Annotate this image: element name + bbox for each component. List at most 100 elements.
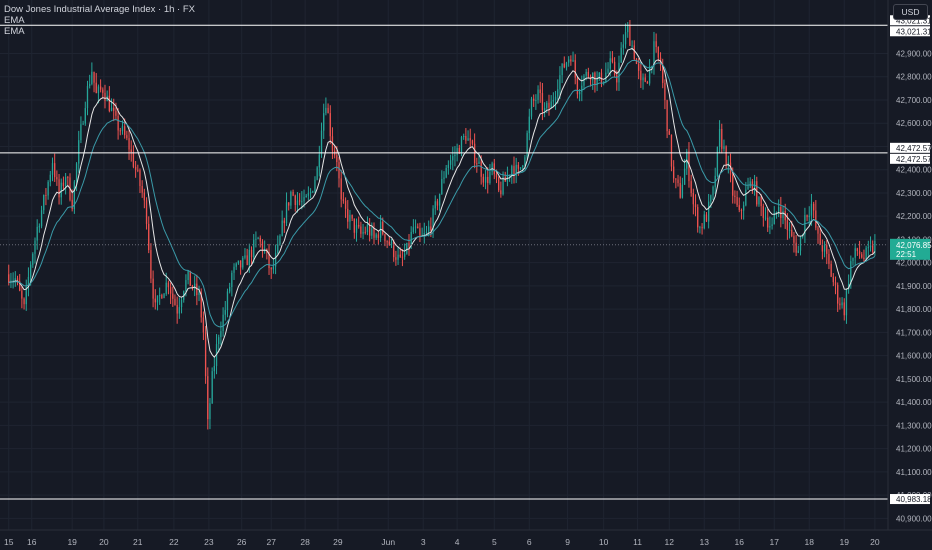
candle-body	[834, 282, 837, 285]
candle-body	[344, 200, 347, 209]
candle-body	[473, 143, 476, 164]
candle-body	[487, 176, 489, 184]
candle-body	[850, 261, 852, 284]
candle-body	[861, 254, 863, 258]
time-tick-label: 26	[237, 537, 247, 547]
candle-body	[430, 226, 432, 231]
candle-body	[167, 282, 170, 288]
candle-body	[358, 225, 360, 227]
candle-body	[99, 86, 102, 90]
candle-body	[793, 236, 795, 243]
candle-body	[535, 99, 537, 101]
candle-body	[196, 283, 198, 296]
candle-body	[559, 75, 561, 90]
candle-body	[21, 290, 23, 299]
candle-body	[699, 227, 701, 229]
candle-body	[49, 174, 51, 182]
candle-body	[797, 250, 799, 253]
candle-body	[533, 98, 535, 101]
currency-button[interactable]: USD	[893, 4, 928, 20]
candle-body	[856, 248, 859, 252]
candle-body	[657, 46, 660, 58]
candle-body	[40, 210, 43, 227]
ema-legend-1[interactable]: EMA	[4, 15, 25, 26]
candle-body	[688, 151, 690, 182]
candle-body	[95, 82, 97, 94]
candle-body	[756, 181, 758, 205]
candle-body	[489, 171, 491, 184]
level-price-tag	[890, 153, 930, 164]
candle-body	[767, 217, 769, 228]
candle-body	[484, 176, 487, 183]
candle-body	[288, 202, 290, 206]
candle-body	[231, 272, 233, 287]
candle-body	[80, 124, 82, 141]
candle-body	[25, 286, 27, 305]
symbol-title[interactable]: Dow Jones Industrial Average Index · 1h …	[4, 4, 195, 15]
candle-body	[283, 220, 285, 224]
price-tick-label: 41,300.00	[896, 421, 932, 430]
candle-body	[152, 278, 154, 299]
candle-body	[169, 287, 172, 294]
candle-body	[235, 263, 237, 267]
price-tick-label: 41,400.00	[896, 398, 932, 407]
candle-body	[320, 130, 323, 155]
candle-body	[143, 192, 146, 201]
candle-body	[780, 206, 782, 218]
candle-body	[539, 89, 541, 94]
candle-body	[519, 167, 522, 169]
candle-body	[716, 146, 719, 176]
candle-body	[368, 224, 371, 236]
candle-body	[495, 174, 498, 178]
candle-body	[865, 247, 867, 260]
candle-body	[819, 233, 821, 245]
candle-body	[209, 403, 211, 420]
candle-body	[176, 305, 178, 314]
candle-body	[307, 193, 310, 196]
candle-body	[373, 228, 375, 238]
candle-body	[242, 257, 244, 268]
candle-body	[211, 371, 213, 404]
candle-body	[290, 191, 292, 206]
candle-body	[309, 192, 312, 194]
candle-body	[668, 131, 670, 135]
candle-body	[375, 234, 377, 238]
candle-body	[132, 152, 135, 167]
candle-body	[75, 163, 78, 182]
candle-body	[633, 45, 635, 60]
candle-body	[204, 332, 207, 377]
candle-body	[513, 166, 515, 176]
candle-body	[137, 169, 139, 171]
candle-body	[294, 195, 296, 206]
candle-body	[382, 221, 384, 235]
candle-body	[764, 217, 767, 219]
candle-body	[10, 280, 12, 283]
candle-body	[607, 68, 609, 73]
candle-body	[316, 167, 318, 180]
candle-body	[60, 182, 62, 198]
candle-body	[710, 195, 712, 202]
candle-body	[38, 226, 41, 228]
candle-body	[554, 96, 557, 101]
candle-body	[110, 107, 113, 111]
candle-body	[45, 195, 47, 197]
candle-body	[119, 130, 121, 132]
candle-body	[134, 166, 137, 170]
candle-body	[384, 234, 386, 242]
candle-body	[58, 179, 60, 198]
candle-body	[681, 184, 684, 198]
ema-legend-2[interactable]: EMA	[4, 26, 25, 37]
candle-body	[377, 234, 380, 238]
time-tick-label: 20	[99, 537, 109, 547]
candle-body	[631, 45, 633, 47]
candle-body	[121, 126, 124, 132]
time-tick-label: 19	[840, 537, 850, 547]
candle-body	[84, 108, 86, 124]
candle-body	[690, 181, 692, 194]
candle-body	[172, 293, 174, 299]
candle-body	[852, 257, 854, 262]
candle-body	[441, 179, 443, 195]
candle-body	[718, 128, 721, 147]
candle-body	[734, 195, 736, 197]
